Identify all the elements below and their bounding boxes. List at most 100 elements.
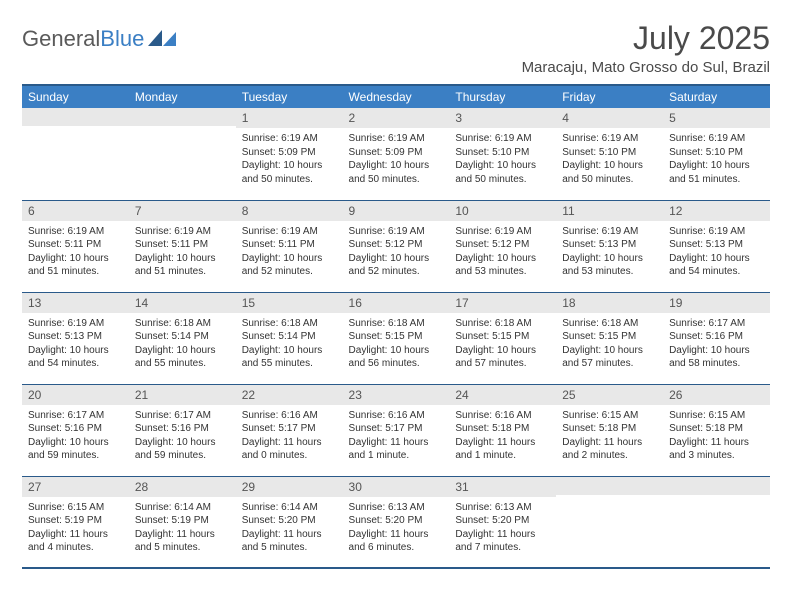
day-number: 29 — [236, 477, 343, 497]
day-content: Sunrise: 6:17 AMSunset: 5:16 PMDaylight:… — [22, 405, 129, 469]
sunset-text: Sunset: 5:18 PM — [455, 422, 550, 436]
day-number: 31 — [449, 477, 556, 497]
calendar-day-cell: 21Sunrise: 6:17 AMSunset: 5:16 PMDayligh… — [129, 384, 236, 476]
month-title: July 2025 — [522, 20, 770, 57]
sunset-text: Sunset: 5:17 PM — [242, 422, 337, 436]
calendar-day-cell: 26Sunrise: 6:15 AMSunset: 5:18 PMDayligh… — [663, 384, 770, 476]
sunset-text: Sunset: 5:09 PM — [242, 146, 337, 160]
weekday-header: Saturday — [663, 85, 770, 108]
calendar-day-cell: 31Sunrise: 6:13 AMSunset: 5:20 PMDayligh… — [449, 476, 556, 568]
sunset-text: Sunset: 5:10 PM — [669, 146, 764, 160]
calendar-day-cell: 13Sunrise: 6:19 AMSunset: 5:13 PMDayligh… — [22, 292, 129, 384]
day-number: 20 — [22, 385, 129, 405]
sunset-text: Sunset: 5:16 PM — [28, 422, 123, 436]
calendar-day-cell: 28Sunrise: 6:14 AMSunset: 5:19 PMDayligh… — [129, 476, 236, 568]
sunrise-text: Sunrise: 6:17 AM — [28, 409, 123, 423]
sunrise-text: Sunrise: 6:19 AM — [669, 225, 764, 239]
day-content: Sunrise: 6:19 AMSunset: 5:10 PMDaylight:… — [449, 128, 556, 192]
sunrise-text: Sunrise: 6:19 AM — [455, 225, 550, 239]
sunset-text: Sunset: 5:12 PM — [349, 238, 444, 252]
day-content: Sunrise: 6:18 AMSunset: 5:15 PMDaylight:… — [449, 313, 556, 377]
calendar-day-cell: 24Sunrise: 6:16 AMSunset: 5:18 PMDayligh… — [449, 384, 556, 476]
calendar-week-row: 20Sunrise: 6:17 AMSunset: 5:16 PMDayligh… — [22, 384, 770, 476]
day-number: 24 — [449, 385, 556, 405]
day-content: Sunrise: 6:13 AMSunset: 5:20 PMDaylight:… — [343, 497, 450, 561]
day-content: Sunrise: 6:19 AMSunset: 5:09 PMDaylight:… — [343, 128, 450, 192]
day-content: Sunrise: 6:19 AMSunset: 5:12 PMDaylight:… — [449, 221, 556, 285]
daylight-text: Daylight: 11 hours and 5 minutes. — [242, 528, 337, 555]
day-content: Sunrise: 6:13 AMSunset: 5:20 PMDaylight:… — [449, 497, 556, 561]
sunset-text: Sunset: 5:10 PM — [455, 146, 550, 160]
day-number: 13 — [22, 293, 129, 313]
weekday-header: Wednesday — [343, 85, 450, 108]
day-content: Sunrise: 6:19 AMSunset: 5:13 PMDaylight:… — [556, 221, 663, 285]
daylight-text: Daylight: 11 hours and 4 minutes. — [28, 528, 123, 555]
day-number: 26 — [663, 385, 770, 405]
daylight-text: Daylight: 10 hours and 54 minutes. — [28, 344, 123, 371]
day-content: Sunrise: 6:14 AMSunset: 5:19 PMDaylight:… — [129, 497, 236, 561]
day-content: Sunrise: 6:18 AMSunset: 5:15 PMDaylight:… — [556, 313, 663, 377]
day-content: Sunrise: 6:14 AMSunset: 5:20 PMDaylight:… — [236, 497, 343, 561]
weekday-header: Sunday — [22, 85, 129, 108]
calendar-day-cell: 4Sunrise: 6:19 AMSunset: 5:10 PMDaylight… — [556, 108, 663, 200]
day-content: Sunrise: 6:15 AMSunset: 5:18 PMDaylight:… — [556, 405, 663, 469]
weekday-header: Thursday — [449, 85, 556, 108]
sunrise-text: Sunrise: 6:18 AM — [455, 317, 550, 331]
sunset-text: Sunset: 5:15 PM — [349, 330, 444, 344]
day-content: Sunrise: 6:19 AMSunset: 5:11 PMDaylight:… — [129, 221, 236, 285]
sunrise-text: Sunrise: 6:17 AM — [669, 317, 764, 331]
day-number: 2 — [343, 108, 450, 128]
sunset-text: Sunset: 5:20 PM — [455, 514, 550, 528]
daylight-text: Daylight: 10 hours and 52 minutes. — [349, 252, 444, 279]
day-number: 27 — [22, 477, 129, 497]
calendar-day-cell: 10Sunrise: 6:19 AMSunset: 5:12 PMDayligh… — [449, 200, 556, 292]
day-content: Sunrise: 6:18 AMSunset: 5:14 PMDaylight:… — [129, 313, 236, 377]
sunset-text: Sunset: 5:17 PM — [349, 422, 444, 436]
day-content: Sunrise: 6:19 AMSunset: 5:10 PMDaylight:… — [663, 128, 770, 192]
sunrise-text: Sunrise: 6:19 AM — [455, 132, 550, 146]
calendar-day-cell: 12Sunrise: 6:19 AMSunset: 5:13 PMDayligh… — [663, 200, 770, 292]
day-content: Sunrise: 6:19 AMSunset: 5:12 PMDaylight:… — [343, 221, 450, 285]
day-number: 16 — [343, 293, 450, 313]
daylight-text: Daylight: 10 hours and 58 minutes. — [669, 344, 764, 371]
sunrise-text: Sunrise: 6:19 AM — [349, 132, 444, 146]
calendar-day-cell — [663, 476, 770, 568]
sunrise-text: Sunrise: 6:18 AM — [562, 317, 657, 331]
calendar-day-cell: 6Sunrise: 6:19 AMSunset: 5:11 PMDaylight… — [22, 200, 129, 292]
calendar-day-cell: 27Sunrise: 6:15 AMSunset: 5:19 PMDayligh… — [22, 476, 129, 568]
calendar-week-row: 13Sunrise: 6:19 AMSunset: 5:13 PMDayligh… — [22, 292, 770, 384]
daylight-text: Daylight: 11 hours and 2 minutes. — [562, 436, 657, 463]
daylight-text: Daylight: 10 hours and 50 minutes. — [562, 159, 657, 186]
weekday-header: Monday — [129, 85, 236, 108]
day-number: 21 — [129, 385, 236, 405]
day-number: 15 — [236, 293, 343, 313]
day-content: Sunrise: 6:19 AMSunset: 5:10 PMDaylight:… — [556, 128, 663, 192]
day-number: 8 — [236, 201, 343, 221]
sunset-text: Sunset: 5:16 PM — [135, 422, 230, 436]
calendar-day-cell: 1Sunrise: 6:19 AMSunset: 5:09 PMDaylight… — [236, 108, 343, 200]
daylight-text: Daylight: 10 hours and 53 minutes. — [562, 252, 657, 279]
calendar-day-cell: 30Sunrise: 6:13 AMSunset: 5:20 PMDayligh… — [343, 476, 450, 568]
day-number: 17 — [449, 293, 556, 313]
sunset-text: Sunset: 5:13 PM — [28, 330, 123, 344]
daylight-text: Daylight: 11 hours and 0 minutes. — [242, 436, 337, 463]
header: GeneralBlue July 2025 Maracaju, Mato Gro… — [22, 20, 770, 76]
day-content: Sunrise: 6:19 AMSunset: 5:13 PMDaylight:… — [663, 221, 770, 285]
daylight-text: Daylight: 10 hours and 50 minutes. — [349, 159, 444, 186]
day-content: Sunrise: 6:19 AMSunset: 5:11 PMDaylight:… — [22, 221, 129, 285]
calendar-day-cell: 16Sunrise: 6:18 AMSunset: 5:15 PMDayligh… — [343, 292, 450, 384]
sail-icon — [148, 30, 176, 48]
daylight-text: Daylight: 10 hours and 53 minutes. — [455, 252, 550, 279]
calendar-week-row: 1Sunrise: 6:19 AMSunset: 5:09 PMDaylight… — [22, 108, 770, 200]
sunrise-text: Sunrise: 6:19 AM — [349, 225, 444, 239]
sunset-text: Sunset: 5:18 PM — [562, 422, 657, 436]
daylight-text: Daylight: 10 hours and 50 minutes. — [242, 159, 337, 186]
day-number — [129, 108, 236, 126]
calendar-day-cell: 17Sunrise: 6:18 AMSunset: 5:15 PMDayligh… — [449, 292, 556, 384]
day-number: 18 — [556, 293, 663, 313]
sunset-text: Sunset: 5:16 PM — [669, 330, 764, 344]
day-content: Sunrise: 6:16 AMSunset: 5:17 PMDaylight:… — [343, 405, 450, 469]
calendar-day-cell: 22Sunrise: 6:16 AMSunset: 5:17 PMDayligh… — [236, 384, 343, 476]
day-number: 10 — [449, 201, 556, 221]
daylight-text: Daylight: 10 hours and 51 minutes. — [669, 159, 764, 186]
